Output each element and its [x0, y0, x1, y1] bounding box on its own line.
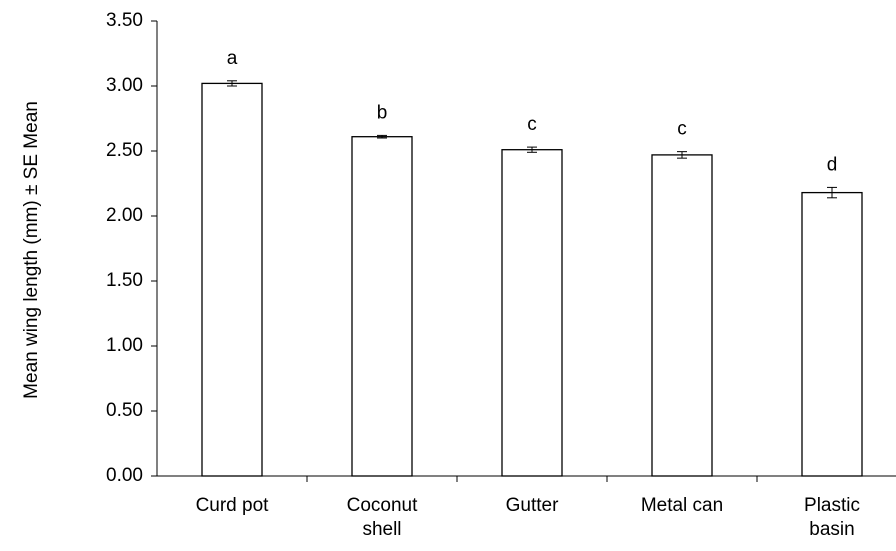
- y-tick-label: 0.50: [106, 400, 143, 421]
- significance-label: c: [677, 119, 687, 140]
- y-axis-label: Mean wing length (mm) ± SE Mean: [21, 101, 42, 399]
- y-tick-label: 1.50: [106, 270, 143, 291]
- significance-label: d: [827, 154, 838, 175]
- bar: [501, 149, 563, 477]
- y-tick-label: 2.50: [106, 140, 143, 161]
- significance-label: b: [377, 102, 388, 123]
- bar: [801, 191, 863, 477]
- bar: [351, 136, 413, 477]
- bar: [651, 154, 713, 477]
- y-tick-label: 0.00: [106, 465, 143, 486]
- x-tick-label: Curd pot: [195, 495, 269, 516]
- y-tick-label: 1.00: [106, 335, 143, 356]
- x-tick-label: Plastic basin: [804, 495, 860, 540]
- significance-label: c: [527, 114, 537, 135]
- x-tick-label: Gutter: [505, 495, 559, 516]
- significance-label: a: [227, 48, 238, 69]
- y-tick-label: 2.00: [106, 205, 143, 226]
- x-tick-label: Coconut shell: [346, 495, 418, 540]
- y-tick-label: 3.00: [106, 75, 143, 96]
- x-tick-label: Metal can: [640, 495, 724, 516]
- y-tick-label: 3.50: [106, 10, 143, 31]
- bar: [201, 82, 263, 477]
